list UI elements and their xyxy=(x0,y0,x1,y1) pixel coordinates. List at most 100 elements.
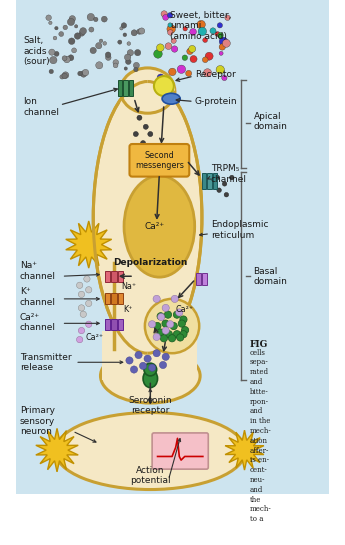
Circle shape xyxy=(101,16,107,22)
Circle shape xyxy=(49,49,55,55)
Text: Depolarization: Depolarization xyxy=(113,258,187,267)
Circle shape xyxy=(131,30,137,36)
Text: Salt,
acids
(sour): Salt, acids (sour) xyxy=(23,36,50,66)
Circle shape xyxy=(49,69,53,74)
Polygon shape xyxy=(36,428,78,472)
Circle shape xyxy=(144,355,151,362)
Bar xyxy=(118,80,122,96)
Circle shape xyxy=(60,75,64,79)
Text: Serotonin
receptor: Serotonin receptor xyxy=(128,396,172,415)
Circle shape xyxy=(124,67,127,70)
Circle shape xyxy=(74,33,81,39)
Polygon shape xyxy=(225,430,264,470)
Circle shape xyxy=(133,162,138,167)
Bar xyxy=(129,80,133,96)
Circle shape xyxy=(187,48,193,54)
Bar xyxy=(102,331,197,380)
Circle shape xyxy=(168,30,173,35)
Text: TRPM₅
channel: TRPM₅ channel xyxy=(211,164,247,184)
Circle shape xyxy=(218,33,223,38)
Circle shape xyxy=(189,45,196,52)
Circle shape xyxy=(50,57,57,64)
Circle shape xyxy=(72,48,77,53)
Circle shape xyxy=(177,334,184,341)
Bar xyxy=(105,293,110,304)
Circle shape xyxy=(198,27,207,35)
Bar xyxy=(207,173,212,189)
Circle shape xyxy=(68,55,74,60)
Bar xyxy=(120,86,175,122)
Circle shape xyxy=(210,28,216,34)
Circle shape xyxy=(62,73,67,78)
Ellipse shape xyxy=(100,349,200,403)
Circle shape xyxy=(67,19,75,26)
Circle shape xyxy=(125,54,131,60)
Bar xyxy=(111,271,117,282)
Circle shape xyxy=(162,320,169,327)
Circle shape xyxy=(171,295,178,302)
Circle shape xyxy=(205,52,213,60)
Circle shape xyxy=(157,313,164,320)
Circle shape xyxy=(186,70,192,76)
Circle shape xyxy=(173,331,180,338)
Bar xyxy=(105,319,110,330)
Circle shape xyxy=(167,25,176,33)
Ellipse shape xyxy=(124,175,195,277)
Ellipse shape xyxy=(162,93,180,104)
Circle shape xyxy=(145,299,199,353)
Bar xyxy=(111,319,117,330)
Circle shape xyxy=(148,131,153,137)
Circle shape xyxy=(160,335,168,342)
Text: Receptor: Receptor xyxy=(195,70,235,79)
Circle shape xyxy=(86,300,92,307)
Circle shape xyxy=(84,276,90,282)
Bar xyxy=(196,272,201,285)
Circle shape xyxy=(77,336,83,343)
Bar xyxy=(111,293,117,304)
Circle shape xyxy=(93,17,98,22)
Circle shape xyxy=(54,51,59,56)
Circle shape xyxy=(80,28,87,34)
Circle shape xyxy=(134,62,139,68)
Text: FIG: FIG xyxy=(250,340,268,349)
Text: Ca²⁺: Ca²⁺ xyxy=(145,222,165,231)
Circle shape xyxy=(137,115,142,120)
Circle shape xyxy=(165,331,172,338)
Circle shape xyxy=(145,156,150,161)
Circle shape xyxy=(162,327,169,334)
Circle shape xyxy=(154,323,161,330)
Circle shape xyxy=(80,311,87,317)
Circle shape xyxy=(139,28,145,34)
Circle shape xyxy=(79,31,85,36)
Circle shape xyxy=(173,311,180,318)
Circle shape xyxy=(134,68,138,72)
Circle shape xyxy=(225,15,230,21)
Circle shape xyxy=(164,311,171,318)
Circle shape xyxy=(167,320,174,328)
Circle shape xyxy=(46,15,51,21)
Circle shape xyxy=(167,13,173,18)
Circle shape xyxy=(63,56,70,63)
Ellipse shape xyxy=(143,370,158,387)
Text: Apical
domain: Apical domain xyxy=(254,112,287,131)
Circle shape xyxy=(217,188,221,192)
Circle shape xyxy=(204,69,211,77)
Circle shape xyxy=(183,27,187,31)
Circle shape xyxy=(78,305,85,311)
Circle shape xyxy=(203,57,208,63)
Circle shape xyxy=(157,329,164,336)
Circle shape xyxy=(59,32,64,37)
Circle shape xyxy=(158,313,165,320)
Circle shape xyxy=(96,62,103,69)
Circle shape xyxy=(168,335,176,342)
Circle shape xyxy=(62,72,69,78)
Circle shape xyxy=(139,362,147,370)
Circle shape xyxy=(78,291,85,298)
Circle shape xyxy=(178,320,186,327)
Circle shape xyxy=(190,28,196,35)
Bar xyxy=(213,173,217,189)
Circle shape xyxy=(176,309,183,316)
Circle shape xyxy=(69,16,76,22)
Circle shape xyxy=(123,33,127,37)
Circle shape xyxy=(99,39,103,43)
